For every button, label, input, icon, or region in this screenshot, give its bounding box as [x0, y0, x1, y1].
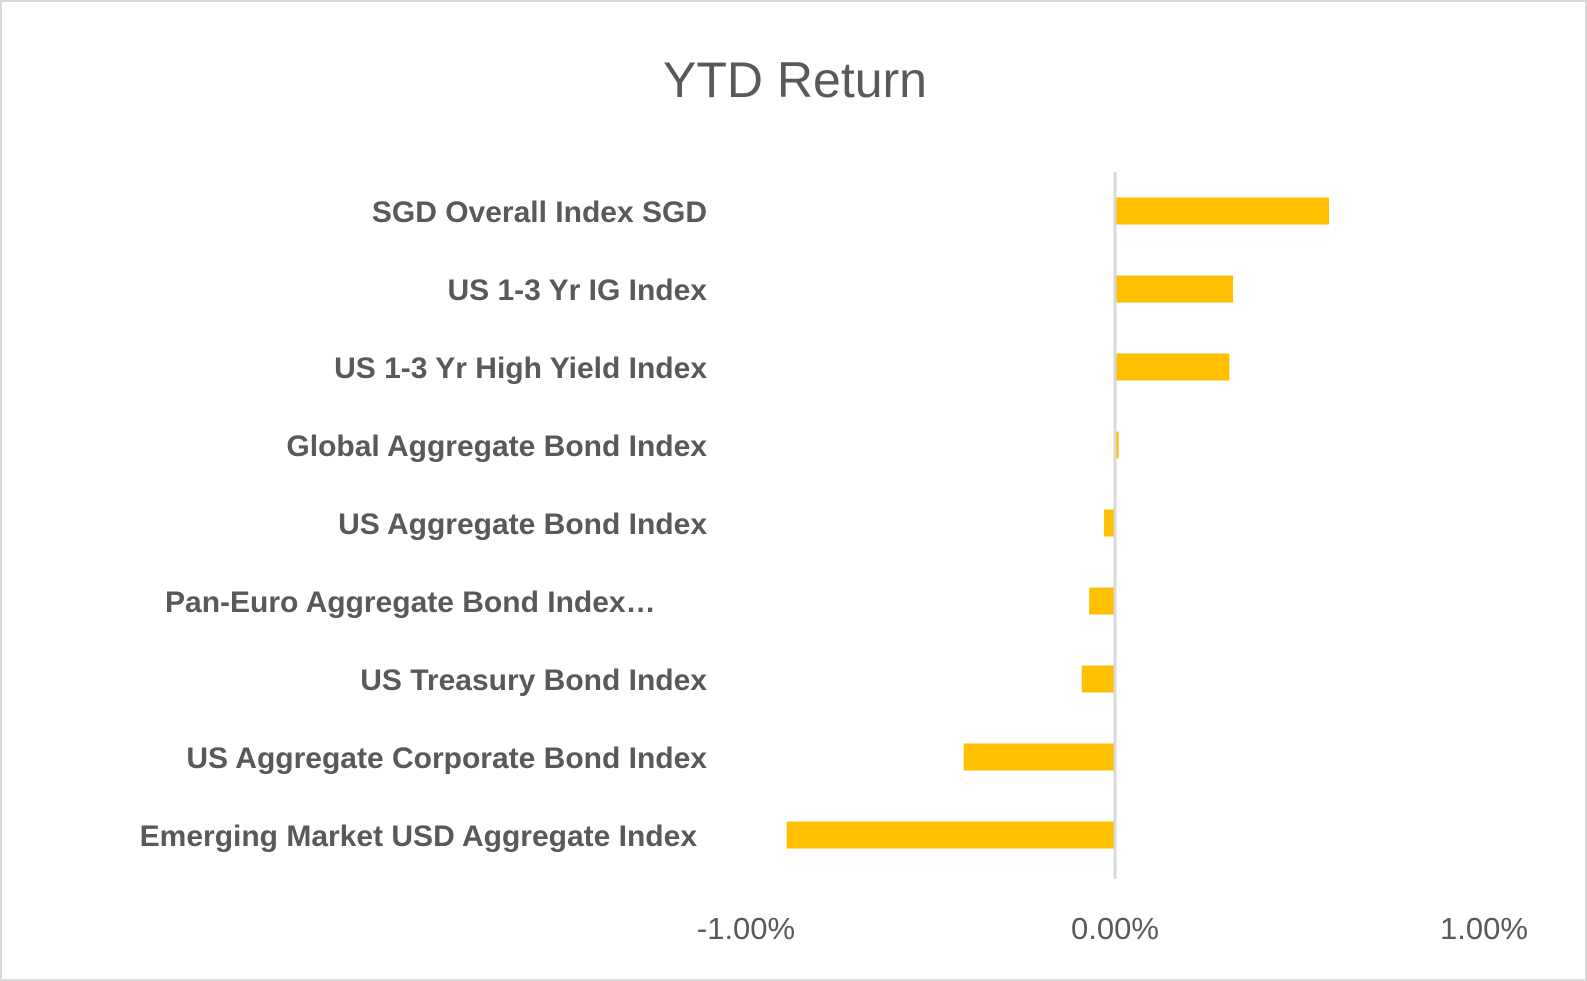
bar [1115, 275, 1234, 303]
category-label: US Aggregate Bond Index [338, 508, 707, 541]
bar [963, 743, 1115, 771]
category-label: Global Aggregate Bond Index [286, 430, 707, 463]
bar [1115, 197, 1330, 225]
category-label: Pan-Euro Aggregate Bond Index… [165, 586, 656, 619]
category-label: Emerging Market USD Aggregate Index [140, 820, 698, 853]
x-tick-label: 0.00% [1071, 911, 1159, 946]
bar [1115, 353, 1230, 381]
x-tick-label: 1.00% [1440, 911, 1528, 946]
category-label: SGD Overall Index SGD [372, 196, 707, 229]
bar [1115, 431, 1119, 459]
bar [1081, 665, 1115, 693]
chart-title: YTD Return [663, 52, 927, 108]
x-tick-label: -1.00% [697, 911, 795, 946]
category-label: US 1-3 Yr IG Index [447, 274, 707, 307]
category-label: US Aggregate Corporate Bond Index [186, 742, 707, 775]
bar [1103, 509, 1115, 537]
category-label: US Treasury Bond Index [360, 664, 707, 697]
category-label: US 1-3 Yr High Yield Index [334, 352, 707, 385]
bar [1089, 587, 1115, 615]
bar [786, 821, 1115, 849]
